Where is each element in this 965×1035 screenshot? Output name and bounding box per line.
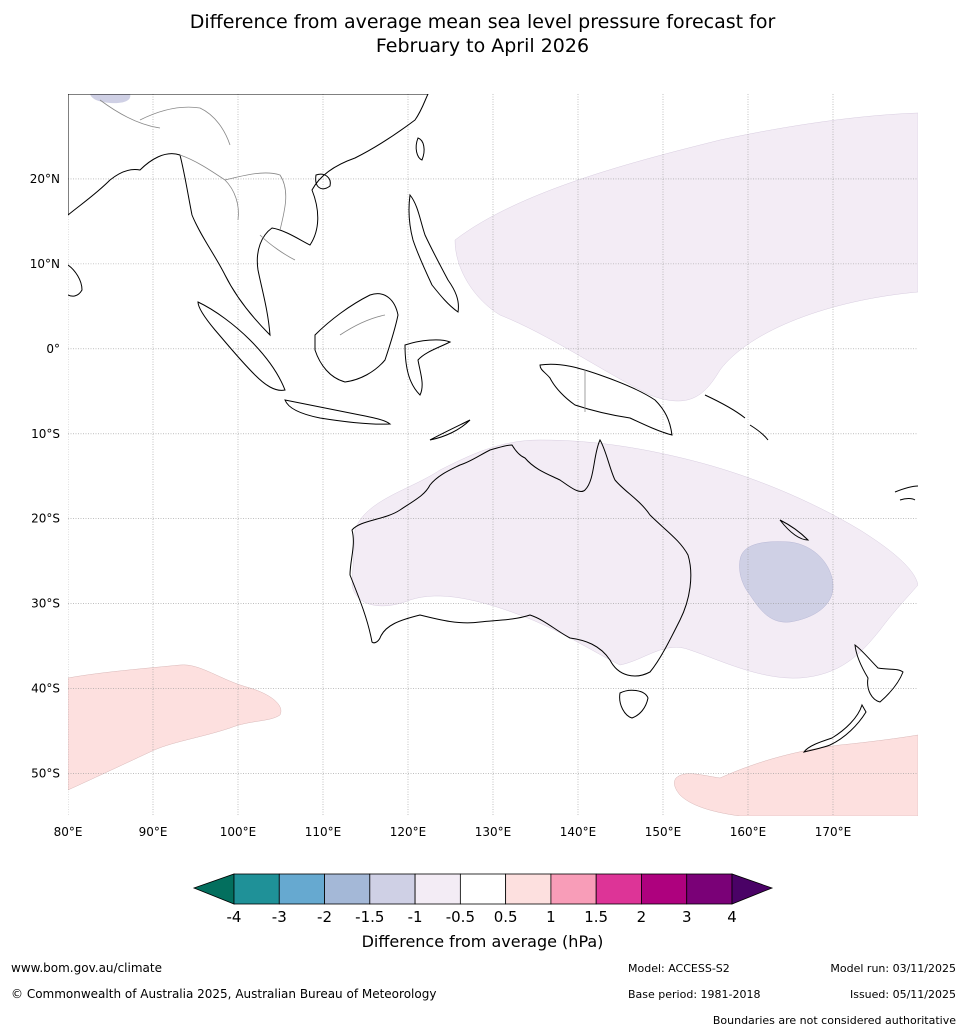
tasmania-coastline — [619, 689, 649, 719]
title-line-1: Difference from average mean sea level p… — [189, 11, 776, 33]
colorbar-segment — [686, 873, 733, 905]
colorbar-segment — [278, 873, 325, 905]
colorbar-segments — [233, 873, 733, 905]
colorbar: -4 -3 -2 -1.5 -1 -0.5 0.5 1 1.5 2 3 4 — [192, 873, 774, 926]
timor-coastline — [429, 419, 471, 441]
new-guinea-coastline — [539, 363, 673, 436]
lon-tick-label: 110°E — [305, 825, 342, 839]
himalaya-negative-region — [90, 94, 131, 104]
colorbar-low-extend — [192, 873, 235, 905]
lon-tick-label: 80°E — [54, 825, 83, 839]
hainan-coastline — [315, 173, 331, 190]
lat-tick-label: 40°S — [31, 682, 60, 696]
colorbar-tick-labels: -4 -3 -2 -1.5 -1 -0.5 0.5 1 1.5 2 3 4 — [227, 908, 737, 926]
colorbar-tick-label: 3 — [682, 908, 692, 926]
colorbar-tick-label: -2 — [317, 908, 332, 926]
footer-issued: Issued: 05/11/2025 — [849, 988, 956, 1001]
lon-tick-label: 100°E — [220, 825, 257, 839]
sulawesi-coastline — [404, 339, 452, 396]
australia-coastline — [349, 438, 692, 677]
colorbar-tick-label: 1 — [546, 908, 556, 926]
southern-ocean-west-positive-region — [68, 664, 282, 791]
map-plot-area — [68, 94, 918, 816]
lat-tick-label: 20°S — [31, 512, 60, 526]
lat-tick-label: 50°S — [31, 767, 60, 781]
lon-tick-label: 160°E — [730, 825, 767, 839]
colorbar-segment — [550, 873, 597, 905]
colorbar-tick-label: 0.5 — [494, 908, 518, 926]
gridlines — [68, 94, 918, 816]
colorbar-tick-label: 4 — [727, 908, 737, 926]
colorbar-segment — [459, 873, 507, 905]
taiwan-coastline — [415, 137, 425, 161]
asia-mainland-coastline — [68, 94, 429, 337]
solomon-islands-coastline — [704, 394, 769, 441]
lon-tick-label: 90°E — [139, 825, 168, 839]
coastlines — [68, 94, 918, 753]
colorbar-tick-label: -1 — [408, 908, 423, 926]
colorbar-segment — [414, 873, 461, 905]
latitude-labels: 20°N 10°N 0° 10°S 20°S 30°S 40°S 50°S — [30, 172, 60, 781]
lat-tick-label: 10°N — [30, 257, 60, 271]
longitude-labels: 80°E 90°E 100°E 110°E 120°E 130°E 140°E 150°E 16… — [54, 825, 852, 839]
new-zealand-south-coastline — [802, 703, 867, 753]
new-caledonia-coastline — [779, 519, 810, 541]
colorbar-segment — [233, 873, 280, 905]
sri-lanka-coastline — [68, 264, 83, 297]
fiji-coastline — [894, 485, 918, 501]
footer-copyright: © Commonwealth of Australia 2025, Austra… — [11, 987, 437, 1001]
colorbar-tick-label: -0.5 — [446, 908, 475, 926]
colorbar-segment — [505, 873, 552, 905]
southern-ocean-east-positive-region — [674, 734, 918, 816]
lat-tick-label: 20°N — [30, 172, 60, 186]
borneo-coastline — [314, 293, 399, 383]
colorbar-segment — [369, 873, 416, 905]
footer-base-period: Base period: 1981-2018 — [628, 988, 761, 1001]
colorbar-segment — [641, 873, 688, 905]
colorbar-tick-label: -3 — [272, 908, 287, 926]
sumatra-coastline — [197, 301, 286, 391]
chart-title: Difference from average mean sea level p… — [0, 10, 965, 58]
new-zealand-north-coastline — [854, 643, 904, 703]
lon-tick-label: 120°E — [390, 825, 427, 839]
colorbar-tick-label: 1.5 — [584, 908, 608, 926]
north-pacific-negative-region — [454, 112, 918, 402]
lon-tick-label: 170°E — [815, 825, 852, 839]
footer-disclaimer: Boundaries are not considered authoritat… — [712, 1014, 956, 1027]
footer-url: www.bom.gov.au/climate — [11, 961, 162, 975]
colorbar-tick-label: 2 — [637, 908, 647, 926]
colorbar-segment — [595, 873, 642, 905]
country-borders — [99, 99, 586, 412]
lon-tick-label: 140°E — [560, 825, 597, 839]
lon-tick-label: 150°E — [645, 825, 682, 839]
title-line-2: February to April 2026 — [375, 35, 590, 57]
footer-model: Model: ACCESS-S2 — [628, 962, 730, 975]
colorbar-high-extend — [731, 873, 774, 905]
colorbar-tick-label: -4 — [227, 908, 242, 926]
footer-model-run: Model run: 03/11/2025 — [830, 962, 956, 975]
lat-tick-label: 30°S — [31, 597, 60, 611]
philippines-coastline — [408, 193, 459, 313]
tasman-sea-negative-region — [739, 541, 834, 623]
colorbar-tick-label: -1.5 — [355, 908, 384, 926]
colorbar-label: Difference from average (hPa) — [361, 932, 604, 951]
java-coastline — [284, 399, 392, 425]
lon-tick-label: 130°E — [475, 825, 512, 839]
lat-tick-label: 10°S — [31, 427, 60, 441]
lat-tick-label: 0° — [46, 342, 60, 356]
colorbar-segment — [324, 873, 371, 905]
